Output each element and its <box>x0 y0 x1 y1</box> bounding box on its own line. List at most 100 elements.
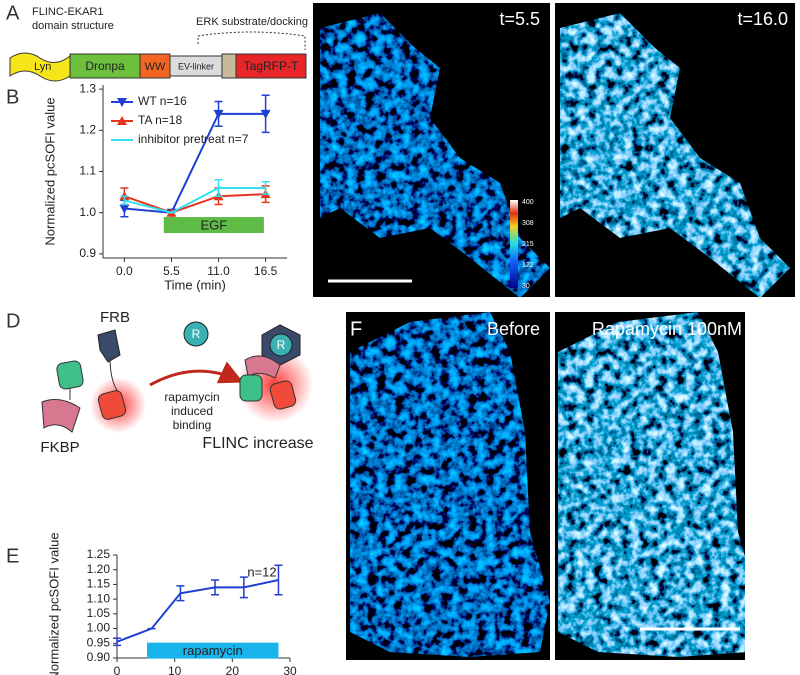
colorbar-tick: 400 <box>522 199 534 206</box>
fluor-red <box>269 380 297 410</box>
linker <box>109 357 119 393</box>
error-bar <box>214 178 223 197</box>
note: n=12 <box>247 564 276 579</box>
series-line <box>116 579 279 643</box>
legend-marker <box>117 98 127 107</box>
colorbar-tick: 308 <box>522 220 534 227</box>
panel-label: D <box>6 310 20 332</box>
partner-label: FKBP <box>40 439 79 456</box>
error-bar <box>211 579 220 596</box>
binding-diagram <box>41 321 313 433</box>
y-tick-label: 0.95 <box>87 635 111 649</box>
arrow-label: rapamycin <box>164 390 219 404</box>
y-tick-label: 1.2 <box>79 122 96 136</box>
x-axis-label: Time (min) <box>164 277 226 292</box>
image-c <box>313 3 795 297</box>
y-tick-label: 0.90 <box>87 650 111 664</box>
marker <box>119 204 130 214</box>
legend-label: TA n=18 <box>138 113 182 127</box>
colorbar-tick: 215 <box>522 241 534 248</box>
y-tick-label: 1.05 <box>87 606 111 620</box>
error-bar <box>239 576 248 599</box>
series-line <box>124 112 266 214</box>
x-tick-label: 5.5 <box>163 264 180 278</box>
fluor-green <box>239 374 263 402</box>
y-tick-label: 1.00 <box>87 621 111 635</box>
y-tick-label: 1.10 <box>87 591 111 605</box>
series-line <box>124 186 266 214</box>
x-tick-label: 16.5 <box>254 264 278 278</box>
image-label: Before <box>487 319 540 339</box>
image-label: t=5.5 <box>499 9 540 29</box>
x-tick-label: 0.0 <box>116 264 133 278</box>
fluor-green <box>56 360 84 390</box>
fluor-red <box>97 390 127 420</box>
annotation-bar <box>163 217 264 234</box>
domain-label: Lyn <box>34 61 51 73</box>
cell-image <box>558 312 745 657</box>
domain-label: TagRFP-T <box>244 59 299 73</box>
image-label: t=16.0 <box>737 9 788 29</box>
series-line <box>124 193 266 214</box>
panel-label: A <box>6 2 20 24</box>
panel-label: F <box>350 318 362 340</box>
y-tick-label: 1.3 <box>79 81 96 95</box>
legend-label: WT n=16 <box>138 94 187 108</box>
fkbp-shape <box>244 355 281 379</box>
y-tick-label: 1.25 <box>87 547 111 561</box>
panel-label: E <box>6 545 19 567</box>
drug <box>183 321 209 347</box>
x-tick-label: 0 <box>114 664 121 675</box>
legend-marker <box>117 116 127 125</box>
image-label: Rapamycin 100nM <box>592 319 742 339</box>
x-tick-label: 10 <box>168 664 182 675</box>
receptor-label: FRB <box>100 309 130 326</box>
colorbar-ticks: 400 308 215 122 30 <box>522 199 534 290</box>
error-bar <box>176 585 185 602</box>
domain <box>235 53 307 79</box>
domain-label: WW <box>145 61 166 73</box>
domain-label: Dronpa <box>85 59 125 73</box>
panel-label: B <box>6 86 19 108</box>
y-tick-label: 1.0 <box>79 205 96 219</box>
colorbar-tick: 30 <box>522 283 530 290</box>
bracket <box>197 31 306 50</box>
image-f <box>346 312 745 660</box>
error-bar <box>113 637 121 647</box>
arrow-label: binding <box>173 418 212 432</box>
y-tick-label: 1.20 <box>87 562 111 576</box>
domain-label: EV-linker <box>178 61 214 71</box>
x-tick-label: 20 <box>226 664 240 675</box>
domain <box>221 53 237 79</box>
arrow <box>149 361 244 387</box>
colorbar <box>510 200 518 288</box>
x-tick-label: 30 <box>283 664 297 675</box>
result-label: FLINC increase <box>202 435 313 452</box>
annotation: rapamycin <box>183 643 243 658</box>
error-bar <box>120 195 129 206</box>
legend-label: inhibitor pretreat n=7 <box>138 132 249 146</box>
diagram-title: FLINC-EKAR1 <box>32 6 104 18</box>
error-bar <box>261 181 270 195</box>
drug-label: R <box>192 327 201 341</box>
drug-label: R <box>277 338 286 352</box>
fkbp-shape <box>41 399 81 433</box>
x-tick-label: 11.0 <box>207 264 230 278</box>
y-tick-label: 0.9 <box>79 246 96 260</box>
frb-shape <box>97 329 121 363</box>
annotation: EGF <box>200 217 227 232</box>
y-axis-label: Normalized pcSOFI value <box>46 532 61 675</box>
marker <box>260 109 271 119</box>
arrow-label: induced <box>171 404 213 418</box>
y-tick-label: 1.15 <box>87 577 111 591</box>
diagram-subtitle: domain structure <box>32 20 114 32</box>
marker <box>213 109 224 119</box>
bracket-label: ERK substrate/docking <box>196 16 308 28</box>
annotation-bar <box>146 642 279 659</box>
drug <box>269 333 293 357</box>
y-axis-label: Normalized pcSOFI value <box>42 97 57 245</box>
y-tick-label: 1.1 <box>79 164 96 178</box>
colorbar-tick: 122 <box>522 262 534 269</box>
error-bar <box>274 564 283 596</box>
